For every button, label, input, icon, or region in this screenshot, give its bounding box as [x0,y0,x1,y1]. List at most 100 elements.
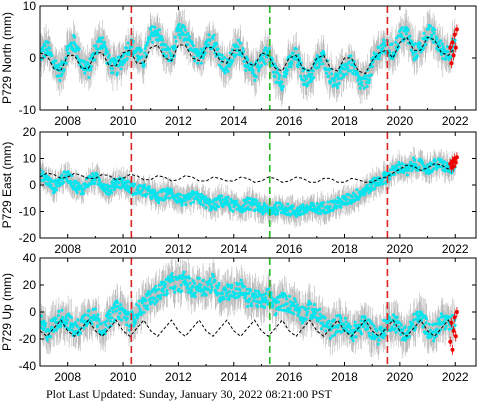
observation-point [111,306,115,310]
observation-point [289,207,293,211]
observation-point [79,184,83,188]
observation-point [103,45,107,49]
observation-point [336,74,340,78]
observation-point [52,328,56,332]
observation-point [202,53,206,57]
observation-point [127,311,131,315]
observation-point [107,189,111,193]
observation-point [94,44,98,48]
observation-point [208,198,212,202]
observation-point [105,50,109,54]
observation-point [335,83,339,86]
observation-point [186,284,190,287]
observation-point [83,313,87,317]
observation-point [118,311,122,315]
observation-point [247,201,250,205]
observation-point [440,42,444,46]
observation-point [226,69,230,73]
observation-point [453,38,457,42]
y-tick-label: -20 [19,231,37,245]
observation-point [169,286,173,290]
observation-point [48,46,52,50]
x-tick-label: 2008 [54,242,81,256]
observation-point [304,77,308,81]
observation-point [148,292,152,296]
observation-point [374,184,378,188]
observation-point [333,75,337,79]
plot-area-north [40,8,459,107]
observation-point [103,40,107,44]
observation-point [115,59,119,63]
observation-point [55,328,59,332]
x-tick-label: 2020 [387,114,414,128]
observation-point [340,202,344,206]
observation-point [299,74,303,78]
observation-point [309,79,313,83]
observation-point [207,33,211,37]
observation-point [104,47,108,51]
observation-point [427,27,430,31]
observation-point [382,38,386,42]
observation-point [320,54,324,58]
observation-point [152,34,155,38]
observation-point [363,74,367,77]
observation-point [176,29,180,33]
observation-point [125,46,129,50]
observation-point [428,24,432,28]
observation-point [246,205,250,209]
observation-point [41,170,45,174]
observation-point [320,204,324,208]
observation-point [188,35,191,38]
observation-point [346,65,350,69]
observation-point [289,65,293,69]
observation-point [254,75,258,79]
observation-point [204,206,208,210]
observation-point [134,192,138,196]
observation-point [142,63,146,67]
panel-east: 2008 2010 2012 2014 2016 2018 2020 2022 -20 -10 0 1… [0,125,477,256]
observation-point [201,56,205,60]
observation-point [98,178,101,182]
observation-point [136,187,140,191]
observation-point [51,180,55,184]
recent-point [453,45,458,50]
observation-point [103,183,107,187]
observation-point [40,58,43,61]
observation-point [363,192,367,196]
observation-point [170,188,173,192]
observation-point [61,316,65,319]
x-tick-label: 2010 [110,242,137,256]
observation-point [439,158,443,162]
observation-point [64,56,68,60]
observation-point [116,71,119,75]
observation-point [59,324,63,328]
observation-point [265,55,268,59]
observation-point [405,173,409,177]
observation-point [340,200,344,204]
observation-point [242,59,246,63]
observation-point [109,188,113,192]
observation-point [150,31,154,35]
observation-point [90,322,94,326]
observation-point [71,49,75,52]
observation-point [44,321,47,325]
observation-point [312,204,316,208]
observation-point [194,291,197,295]
observation-point [140,189,144,193]
observation-point [347,60,351,64]
observation-point [114,61,118,65]
x-tick-label: 2022 [442,242,469,256]
observation-point [301,203,305,207]
x-tick-label: 2008 [54,114,81,128]
observation-point [186,290,190,294]
observation-point [335,204,339,208]
observation-point [196,192,200,196]
observation-point [315,209,319,213]
observation-point [398,163,402,167]
observation-point [134,320,137,324]
observation-point [228,64,232,68]
observation-point [137,184,141,187]
observation-point [69,324,72,328]
observation-point [253,78,257,82]
observation-point [305,204,309,208]
